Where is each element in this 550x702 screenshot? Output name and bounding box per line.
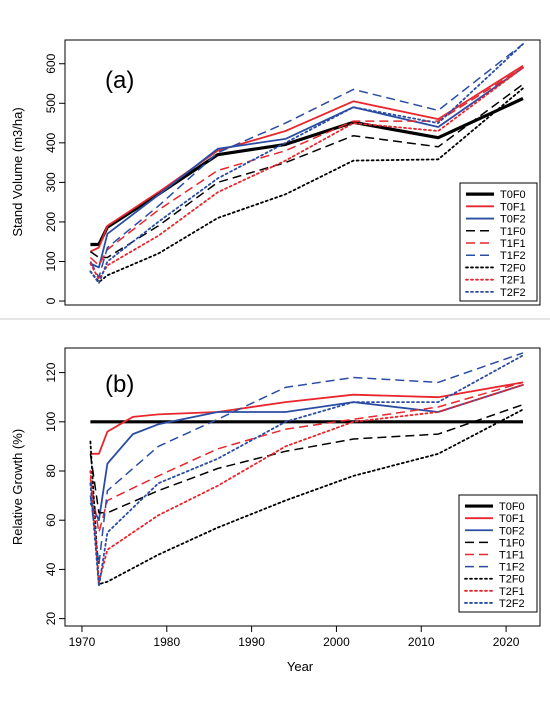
panel-b-ylabel: Relative Growth (%) xyxy=(10,429,25,545)
legend-label-t1f2: T1F2 xyxy=(500,250,526,262)
x-tick-label: 1980 xyxy=(153,635,180,649)
legend-label-t1f2: T1F2 xyxy=(499,562,525,574)
y-tick-label: 80 xyxy=(44,464,58,478)
y-tick-label: 100 xyxy=(44,411,58,431)
legend-label-t2f1: T2F1 xyxy=(500,275,526,287)
series-line-t2f0 xyxy=(89,408,524,586)
panel-b-axes: 20 40 60 80 100 120 1970 1980 1990 2000 2010 2020 xyxy=(44,362,520,649)
series-line-t0f1 xyxy=(90,381,524,455)
series-line-t2f0 xyxy=(89,87,524,284)
panel-b-plot-frame xyxy=(64,347,541,627)
series-line-t1f1 xyxy=(89,67,524,267)
panel-a: 0 100 200 300 400 500 600 (a) Stand Volume (m3… xyxy=(10,39,541,306)
legend-label-t1f0: T1F0 xyxy=(499,537,525,549)
x-tick-label: 1970 xyxy=(69,635,96,649)
series-line-t1f2 xyxy=(89,352,524,566)
panel-b-series xyxy=(89,352,524,588)
series-line-t1f0 xyxy=(89,83,524,259)
legend-label-t2f0: T2F0 xyxy=(499,574,525,586)
legend-label-t0f0: T0F0 xyxy=(499,501,525,513)
y-tick-label: 300 xyxy=(44,172,58,192)
legend-label-t1f0: T1F0 xyxy=(500,226,526,238)
x-tick-label: 1990 xyxy=(238,635,265,649)
x-tick-label: 2010 xyxy=(408,635,435,649)
y-tick-label: 600 xyxy=(44,53,58,73)
y-tick-label: 200 xyxy=(44,212,58,232)
legend-label-t1f1: T1F1 xyxy=(499,550,525,562)
series-line-t1f1 xyxy=(89,381,524,534)
series-line-t1f2 xyxy=(89,43,524,279)
y-tick-label: 100 xyxy=(44,251,58,271)
legend-label-t0f2: T0F2 xyxy=(499,525,525,537)
panel-a-y-axis: 0 100 200 300 400 500 600 xyxy=(44,53,65,304)
legend-label-t2f2: T2F2 xyxy=(499,598,525,610)
panel-separator xyxy=(0,318,550,320)
legend-box xyxy=(459,182,538,302)
y-tick-label: 120 xyxy=(44,362,58,382)
series-line-t1f0 xyxy=(89,403,524,514)
series-line-t2f1 xyxy=(89,66,524,281)
y-tick-label: 0 xyxy=(44,297,58,304)
panel-b-label: (b) xyxy=(105,371,134,398)
x-tick-label: 2000 xyxy=(323,635,350,649)
series-line-t0f2 xyxy=(89,384,524,522)
series-line-t2f2 xyxy=(89,43,524,285)
panel-b: 20 40 60 80 100 120 1970 1980 1990 2000 2010 2020 (… xyxy=(10,347,541,674)
legend-label-t0f1: T0F1 xyxy=(499,513,525,525)
panel-a-label: (a) xyxy=(105,67,134,94)
series-line-t2f2 xyxy=(89,354,524,588)
legend-label-t2f2: T2F2 xyxy=(500,287,526,299)
legend-box xyxy=(458,494,538,613)
panel-a-series xyxy=(89,43,524,285)
series-line-t0f1 xyxy=(90,64,524,253)
legend-label-t2f0: T2F0 xyxy=(500,262,526,274)
legend-label-t1f1: T1F1 xyxy=(500,238,526,250)
x-tick-label: 2020 xyxy=(493,635,520,649)
y-tick-label: 500 xyxy=(44,93,58,113)
panel-a-ylabel: Stand Volume (m3/ha) xyxy=(10,107,25,236)
y-tick-label: 20 xyxy=(44,612,58,626)
panel-b-xlabel: Year xyxy=(287,659,314,674)
legend-label-t0f1: T0F1 xyxy=(500,201,526,213)
y-tick-label: 60 xyxy=(44,513,58,527)
panel-a-plot-frame xyxy=(64,39,541,306)
legend-label-t0f0: T0F0 xyxy=(500,189,526,201)
y-tick-label: 400 xyxy=(44,133,58,153)
legend-label-t2f1: T2F1 xyxy=(499,586,525,598)
y-tick-label: 40 xyxy=(44,562,58,576)
legend-label-t0f2: T0F2 xyxy=(500,214,526,226)
